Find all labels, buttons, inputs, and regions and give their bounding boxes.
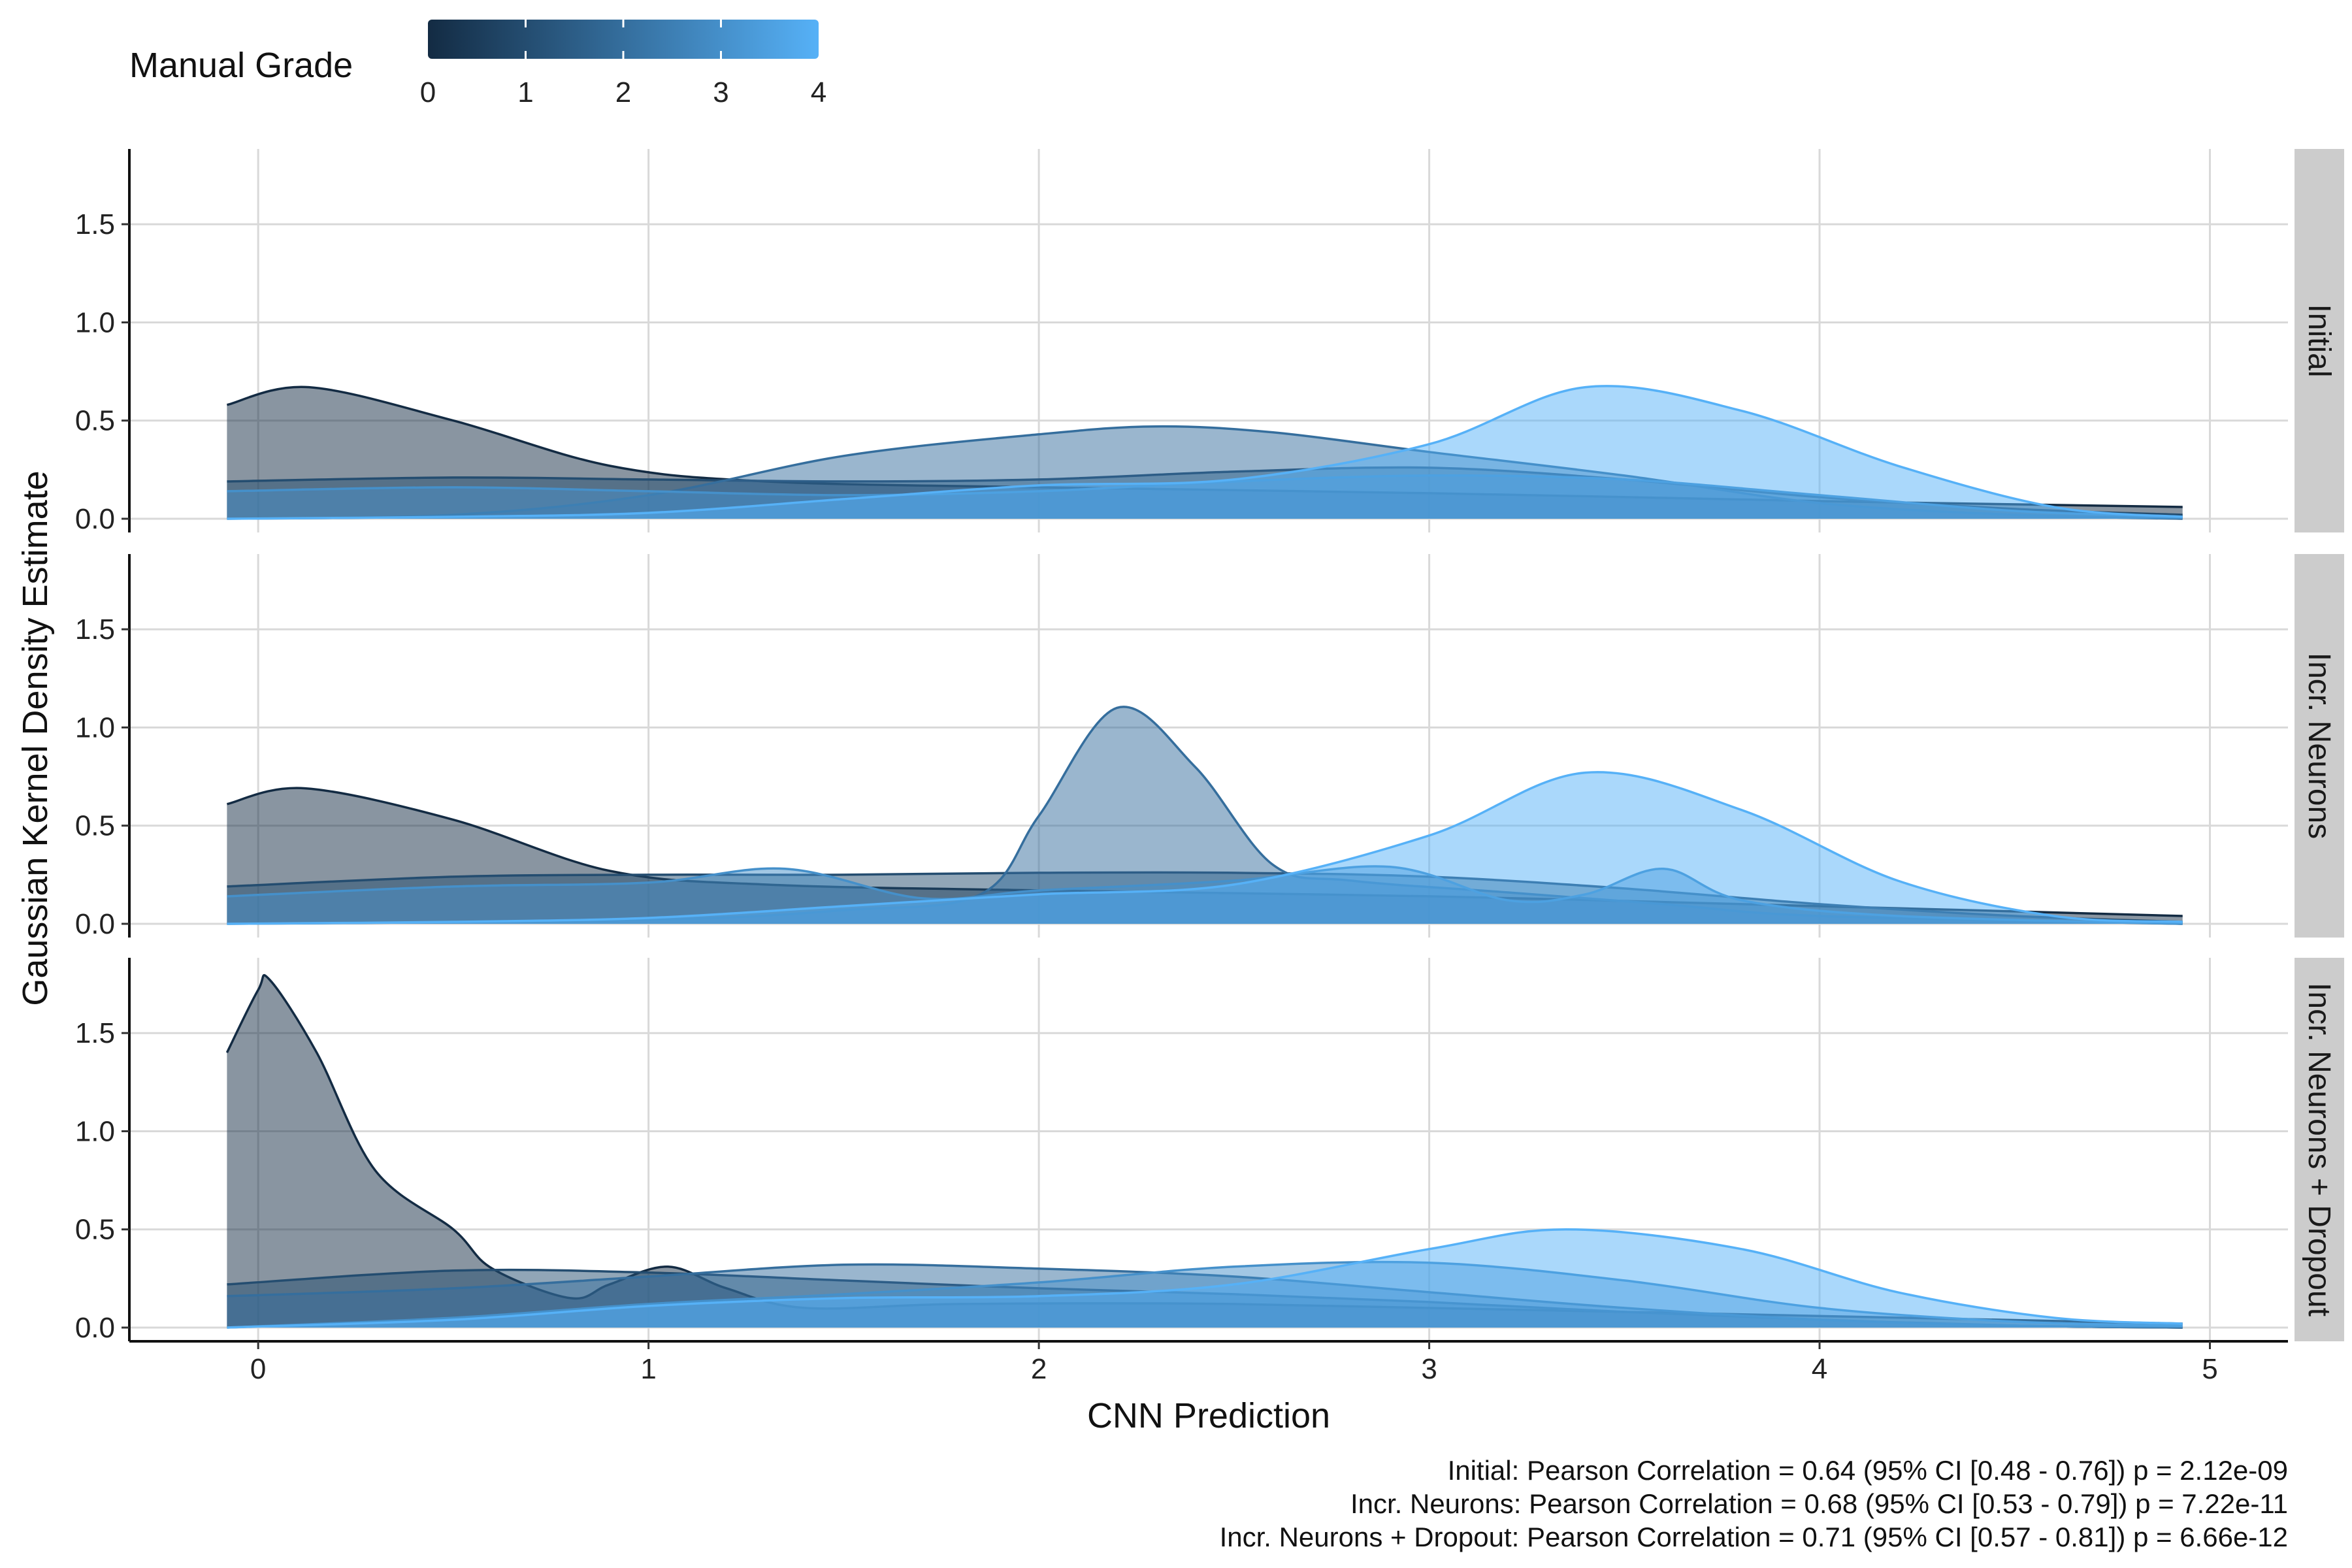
y-tick-label: 0.0 bbox=[75, 908, 115, 940]
legend-ticks: 0 1 2 3 4 bbox=[420, 20, 826, 108]
density-line-grade-4 bbox=[227, 1228, 2183, 1329]
y-axis-title: Gaussian Kernel Density Estimate bbox=[16, 470, 55, 1005]
y-tick-label: 1.5 bbox=[75, 1017, 115, 1049]
y-tick-label: 0.0 bbox=[75, 1312, 115, 1344]
legend-tick-label: 0 bbox=[420, 76, 436, 108]
panel-incr-neurons-dropout: 0.0 0.5 1.0 1.5 Incr. Neurons + Dropout bbox=[75, 958, 2344, 1344]
x-tick-label: 4 bbox=[1812, 1353, 1827, 1385]
y-tick-label: 1.0 bbox=[75, 711, 115, 743]
facet-strip-incr-neurons-dropout bbox=[2295, 958, 2344, 1341]
y-tick-label: 1.0 bbox=[75, 1115, 115, 1147]
legend: Manual Grade 0 1 2 3 4 bbox=[129, 20, 826, 108]
x-tick-label: 1 bbox=[640, 1353, 656, 1385]
y-tick-label: 0.5 bbox=[75, 405, 115, 437]
density-area-grade-4 bbox=[227, 772, 2183, 924]
facet-strip-label: Incr. Neurons bbox=[2302, 653, 2336, 839]
legend-colorbar bbox=[428, 20, 819, 59]
caption-line-incr-neurons-dropout: Incr. Neurons + Dropout: Pearson Correla… bbox=[1220, 1522, 2288, 1552]
caption-line-incr-neurons: Incr. Neurons: Pearson Correlation = 0.6… bbox=[1350, 1488, 2288, 1519]
facet-strip-label: Incr. Neurons + Dropout bbox=[2302, 983, 2336, 1316]
y-tick-label: 0.5 bbox=[75, 1214, 115, 1246]
density-line-grade-4 bbox=[227, 385, 2183, 520]
legend-tick-label: 1 bbox=[517, 76, 533, 108]
y-tick-label: 1.5 bbox=[75, 208, 115, 240]
x-tick-label: 2 bbox=[1031, 1353, 1047, 1385]
y-tick-label: 1.5 bbox=[75, 613, 115, 645]
x-tick-label: 5 bbox=[2202, 1353, 2217, 1385]
density-area-grade-2 bbox=[227, 706, 2183, 924]
x-tick-label: 3 bbox=[1421, 1353, 1437, 1385]
x-axis-ticks: 0 1 2 3 4 5 bbox=[250, 1341, 2218, 1385]
density-area-grade-4 bbox=[227, 385, 2183, 519]
caption-line-initial: Initial: Pearson Correlation = 0.64 (95%… bbox=[1448, 1455, 2288, 1486]
legend-tick-label: 4 bbox=[811, 76, 826, 108]
facet-strip-initial bbox=[2295, 149, 2344, 532]
density-line-grade-4 bbox=[227, 771, 2183, 925]
caption: Initial: Pearson Correlation = 0.64 (95%… bbox=[1220, 1455, 2288, 1552]
y-tick-label: 1.0 bbox=[75, 306, 115, 338]
panel-initial: 0.0 0.5 1.0 1.5 Initial bbox=[75, 149, 2344, 535]
legend-tick-label: 3 bbox=[713, 76, 728, 108]
panels: 0.0 0.5 1.0 1.5 Initial 0.0 0.5 1.0 1.5 Incr. Neu… bbox=[75, 149, 2344, 1344]
legend-tick-label: 2 bbox=[615, 76, 631, 108]
x-axis-title: CNN Prediction bbox=[1087, 1396, 1330, 1435]
facet-strip-incr-neurons bbox=[2295, 554, 2344, 938]
panel-incr-neurons: 0.0 0.5 1.0 1.5 Incr. Neurons bbox=[75, 554, 2344, 940]
y-tick-label: 0.5 bbox=[75, 810, 115, 842]
legend-title: Manual Grade bbox=[129, 46, 353, 85]
facet-strip-label: Initial bbox=[2302, 304, 2336, 377]
x-tick-label: 0 bbox=[250, 1353, 266, 1385]
y-tick-label: 0.0 bbox=[75, 503, 115, 535]
